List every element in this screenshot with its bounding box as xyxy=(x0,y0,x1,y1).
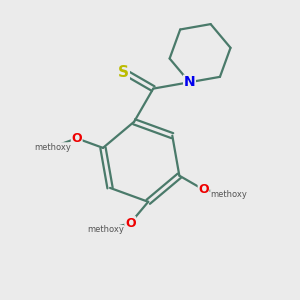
Text: methoxy: methoxy xyxy=(34,143,71,152)
Text: O: O xyxy=(71,132,82,145)
Text: methoxy: methoxy xyxy=(226,194,232,195)
Text: S: S xyxy=(118,65,129,80)
Text: methoxy: methoxy xyxy=(102,229,108,231)
Text: methoxy: methoxy xyxy=(49,147,56,148)
Text: methoxy: methoxy xyxy=(87,225,124,234)
Text: O: O xyxy=(125,217,136,230)
Text: methoxy: methoxy xyxy=(211,190,248,199)
Text: N: N xyxy=(184,75,195,89)
Text: O: O xyxy=(198,183,209,196)
